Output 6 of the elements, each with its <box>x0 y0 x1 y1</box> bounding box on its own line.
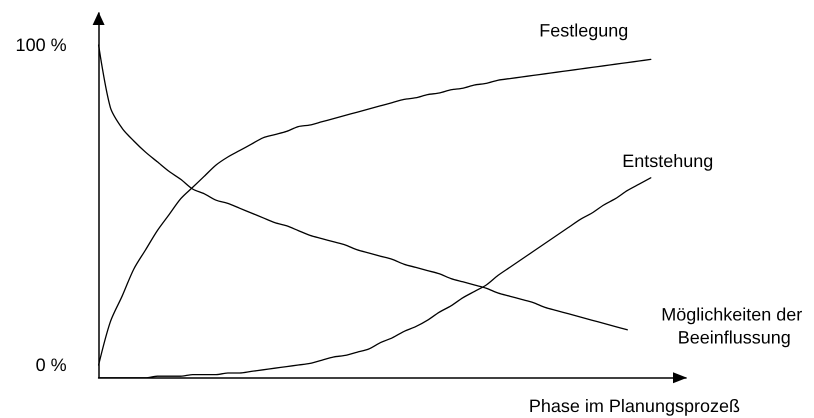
x-axis-title: Phase im Planungsprozeß <box>528 396 740 416</box>
y-tick-label: 100 % <box>16 35 67 55</box>
series-label: Entstehung <box>622 150 714 171</box>
y-tick-label: 0 % <box>36 355 67 375</box>
series-label: Festlegung <box>539 20 628 40</box>
series-label: Möglichkeiten der Beeinflussung <box>661 304 808 348</box>
